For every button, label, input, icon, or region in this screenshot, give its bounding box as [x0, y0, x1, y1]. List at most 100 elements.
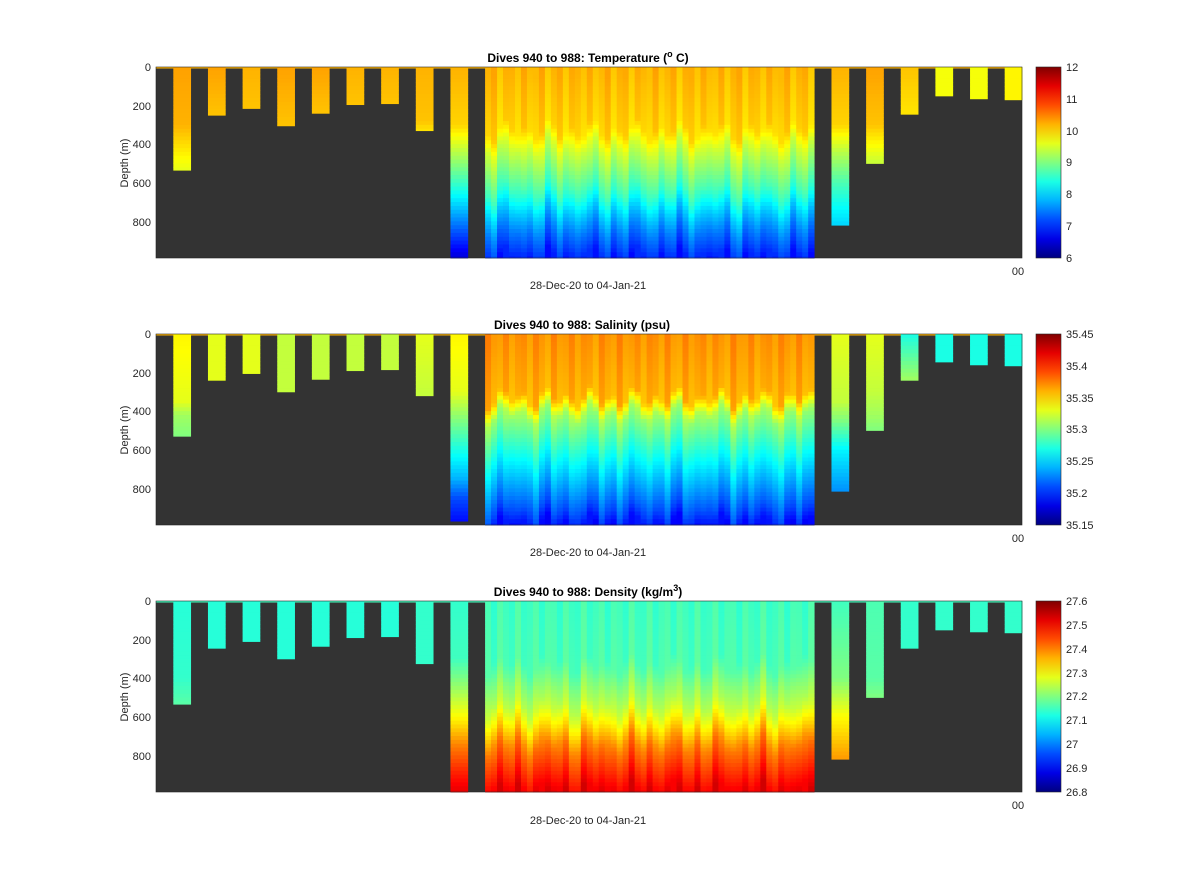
profile-cell — [676, 434, 683, 439]
profile-cell — [450, 217, 469, 222]
profile-cell — [604, 434, 612, 439]
profile-cell — [754, 148, 761, 153]
profile-cell — [634, 82, 642, 87]
profile-cell — [766, 155, 773, 161]
profile-cell — [670, 445, 677, 451]
profile-cell — [562, 94, 570, 99]
profile-cell — [497, 488, 504, 493]
profile-cell — [568, 399, 576, 404]
profile-cell — [766, 113, 773, 118]
profile-cell — [491, 155, 498, 161]
profile-cell — [724, 163, 731, 168]
profile-cell — [450, 399, 469, 404]
profile-cell — [207, 372, 226, 377]
profile-cell — [640, 171, 648, 176]
profile-cell — [532, 74, 540, 79]
profile-cell — [718, 182, 725, 188]
profile-cell — [682, 511, 689, 516]
profile-cell — [760, 194, 767, 199]
profile-cell — [688, 148, 695, 153]
profile-cell — [277, 341, 295, 346]
profile-cell — [640, 190, 648, 195]
profile-cell — [485, 132, 492, 137]
profile-cell — [688, 372, 695, 377]
profile-cell — [900, 78, 919, 83]
profile-cell — [652, 380, 659, 385]
profile-cell — [485, 94, 492, 99]
profile-cell — [652, 519, 659, 524]
profile-cell — [724, 232, 731, 238]
profile-cell — [730, 256, 737, 259]
profile-cell — [485, 217, 492, 222]
profile-cell — [580, 194, 588, 199]
profile-cell — [580, 128, 588, 133]
profile-cell — [580, 357, 588, 362]
profile-cell — [658, 182, 665, 188]
profile-cell — [658, 395, 665, 400]
profile-cell — [628, 341, 636, 346]
profile-cell — [568, 124, 576, 130]
profile-cell — [491, 430, 498, 435]
profile-cell — [646, 124, 654, 130]
profile-cell — [509, 442, 516, 447]
profile-cell — [497, 236, 504, 242]
profile-cell — [646, 376, 654, 381]
profile-cell — [730, 90, 737, 95]
profile-cell — [277, 82, 295, 87]
profile-cell — [694, 337, 701, 343]
profile-cell — [592, 232, 600, 238]
profile-cell — [676, 198, 683, 203]
profile-cell — [790, 178, 797, 184]
profile-cell — [592, 78, 600, 83]
profile-cell — [742, 175, 749, 180]
profile-cell — [784, 171, 791, 176]
profile-cell — [760, 132, 767, 137]
profile-cell — [748, 132, 755, 137]
profile-cell — [712, 148, 719, 153]
profile-cell — [682, 415, 689, 420]
profile-cell — [640, 117, 648, 122]
profile-cell — [604, 94, 612, 99]
profile-cell — [634, 190, 642, 195]
profile-cell — [742, 105, 749, 110]
profile-cell — [676, 364, 683, 370]
profile-cell — [628, 457, 636, 462]
profile-cell — [616, 194, 624, 199]
profile-cell — [574, 209, 582, 215]
profile-cell — [562, 399, 570, 404]
profile-cell — [556, 422, 564, 428]
profile-cell — [766, 86, 773, 91]
profile-cell — [520, 445, 528, 451]
profile-cell — [831, 202, 850, 207]
profile-cell — [670, 364, 677, 370]
profile-cell — [544, 488, 552, 493]
profile-cell — [676, 345, 683, 350]
profile-cell — [796, 256, 803, 259]
profile-cell — [604, 395, 612, 400]
profile-cell — [628, 82, 636, 87]
profile-cell — [592, 368, 600, 373]
profile-cell — [503, 151, 510, 157]
profile-cell — [682, 202, 689, 207]
profile-cell — [538, 140, 546, 145]
profile-cell — [574, 236, 582, 242]
profile-cell — [485, 229, 492, 234]
profile-cell — [628, 515, 636, 520]
profile-cell — [598, 349, 606, 354]
profile-cell — [622, 357, 630, 362]
profile-cell — [772, 217, 779, 222]
profile-cell — [760, 171, 767, 176]
profile-cell — [706, 167, 713, 172]
profile-cell — [724, 82, 731, 87]
profile-cell — [778, 124, 785, 130]
profile-cell — [634, 202, 642, 207]
profile-cell — [634, 438, 642, 443]
profile-cell — [532, 337, 540, 343]
profile-cell — [628, 132, 636, 137]
profile-cell — [664, 194, 671, 199]
profile-cell — [526, 178, 534, 184]
profile-cell — [622, 438, 630, 443]
profile-cell — [682, 523, 689, 526]
profile-cell — [736, 182, 743, 188]
profile-cell — [778, 113, 785, 118]
